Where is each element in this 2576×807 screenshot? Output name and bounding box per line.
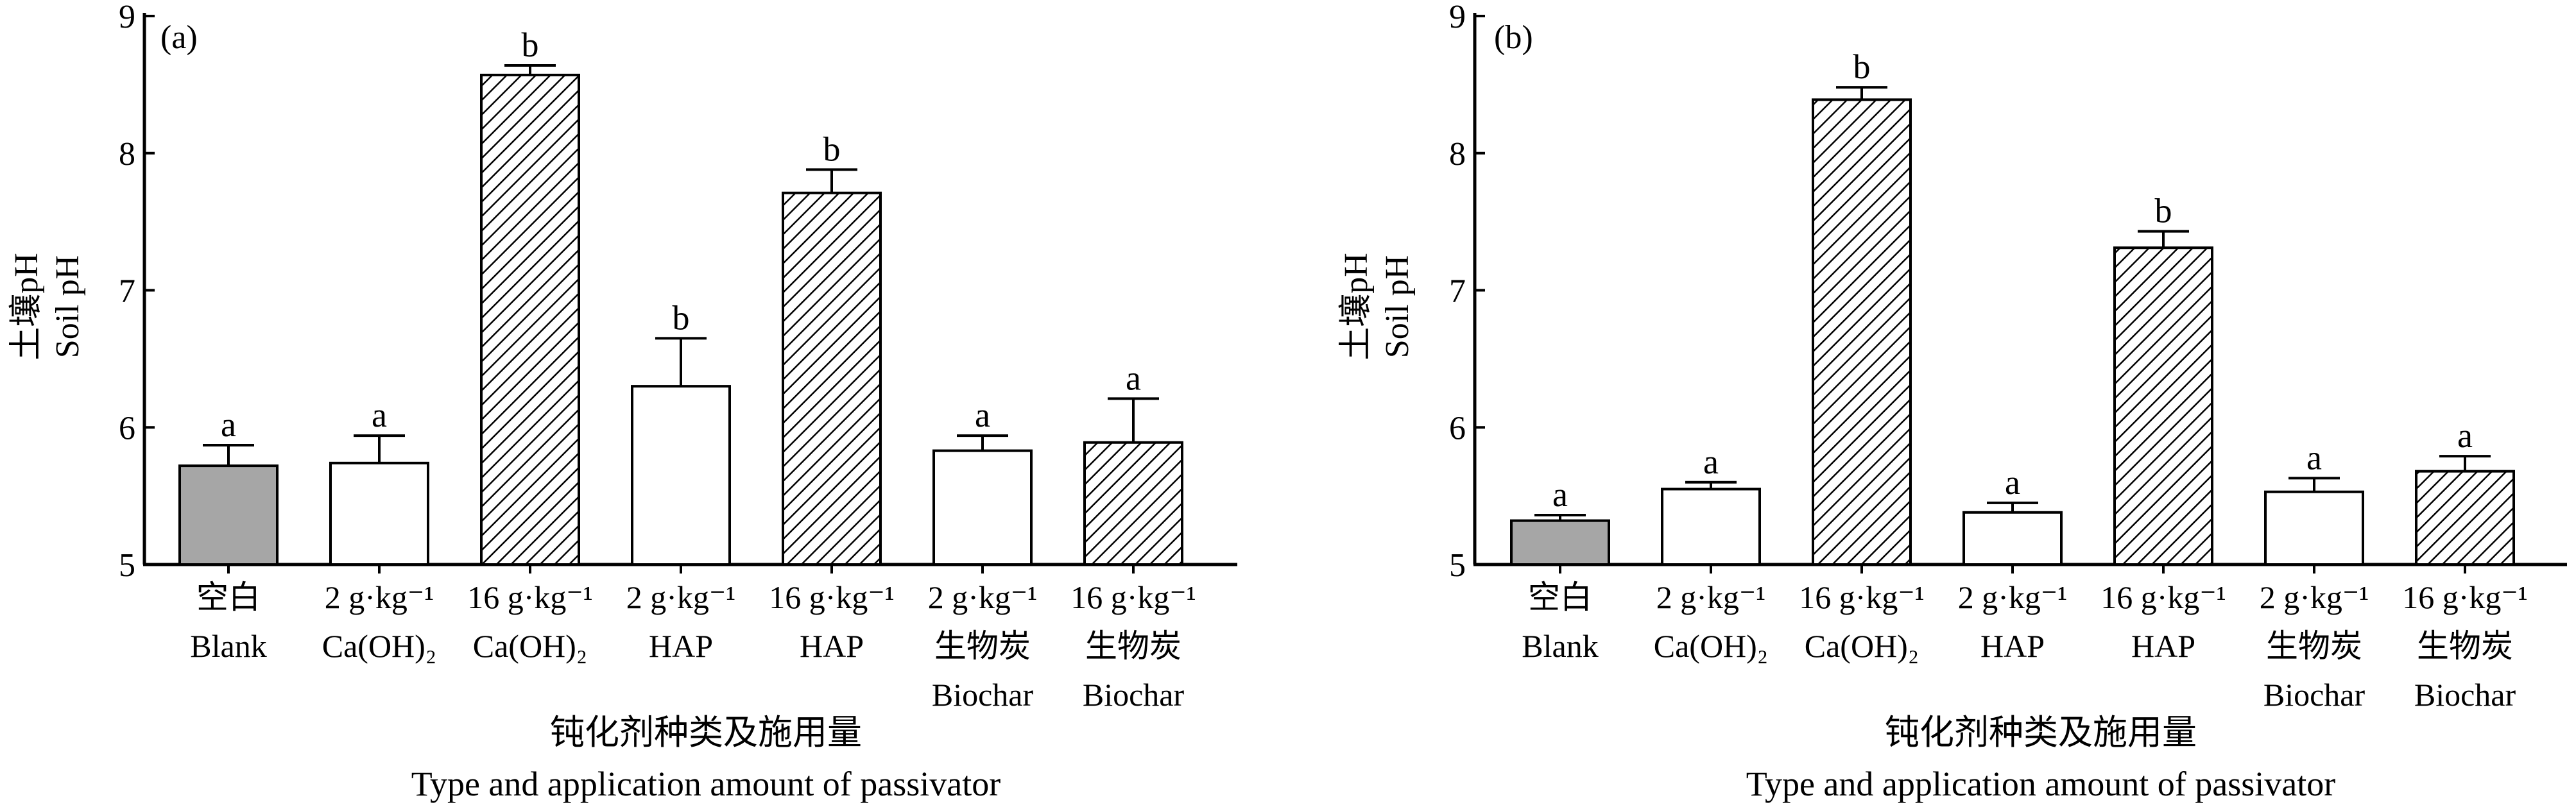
x-tick-label: 2 g·kg⁻¹ xyxy=(928,579,1038,615)
x-tick-label: 2 g·kg⁻¹ xyxy=(626,579,736,615)
y-tick-label: 7 xyxy=(119,273,135,310)
x-tick-label: Ca(OH)₂ xyxy=(1805,628,1919,664)
x-axis-title-chinese: 钝化剂种类及施用量 xyxy=(550,713,862,752)
y-tick-label: 7 xyxy=(1449,273,1466,310)
x-tick-label: 16 g·kg⁻¹ xyxy=(2402,579,2528,615)
bar xyxy=(932,449,1033,566)
y-tick-label: 9 xyxy=(1449,0,1466,35)
x-tick-label: Biochar xyxy=(2414,677,2516,713)
x-tick-label: 2 g·kg⁻¹ xyxy=(1656,579,1766,615)
y-tick-label: 5 xyxy=(1449,547,1466,584)
x-tick-label: 16 g·kg⁻¹ xyxy=(467,579,593,615)
significance-label: b xyxy=(673,298,690,337)
x-tick-label: 空白 xyxy=(196,579,261,615)
x-tick-label: 16 g·kg⁻¹ xyxy=(1070,579,1196,615)
x-tick-label: HAP xyxy=(800,628,864,664)
y-axis-label-english: Soil pH xyxy=(1379,255,1416,358)
bar xyxy=(178,464,279,566)
x-axis-title-chinese: 钝化剂种类及施用量 xyxy=(1885,713,2197,752)
x-tick-label: 生物炭 xyxy=(2266,628,2362,664)
x-tick-label: 16 g·kg⁻¹ xyxy=(2100,579,2226,615)
significance-label: a xyxy=(2005,463,2020,502)
y-tick-label: 6 xyxy=(119,410,135,446)
significance-label: a xyxy=(1552,475,1568,514)
x-tick-label: 2 g·kg⁻¹ xyxy=(2260,579,2369,615)
x-tick-label: HAP xyxy=(2131,628,2195,664)
y-tick-label: 9 xyxy=(119,0,135,35)
bar xyxy=(1661,488,1761,566)
significance-label: a xyxy=(1703,443,1719,481)
x-tick-label: 生物炭 xyxy=(1085,628,1181,664)
significance-label: a xyxy=(221,405,236,444)
bar xyxy=(1812,98,1912,566)
bar xyxy=(480,73,580,566)
x-axis-title-english: Type and application amount of passivato… xyxy=(411,765,1000,803)
x-tick-label: 生物炭 xyxy=(934,628,1031,664)
bar xyxy=(782,191,882,566)
x-tick-label: Biochar xyxy=(1083,677,1185,713)
x-tick-label: 2 g·kg⁻¹ xyxy=(325,579,434,615)
x-tick-label: Blank xyxy=(190,628,266,664)
panel-a: (a) 土壤pH Soil pH 钝化剂种类及施用量 Type and appl… xyxy=(8,0,1237,803)
bar xyxy=(1962,511,2063,566)
x-tick-label: HAP xyxy=(649,628,713,664)
y-axis-label-english: Soil pH xyxy=(49,255,86,358)
x-axis-title-english: Type and application amount of passivato… xyxy=(1746,765,2335,803)
significance-label: b xyxy=(522,26,539,64)
bar xyxy=(2113,246,2213,566)
significance-label: a xyxy=(372,396,387,434)
x-tick-label: 2 g·kg⁻¹ xyxy=(1958,579,2068,615)
significance-label: a xyxy=(975,396,990,434)
x-tick-label: Biochar xyxy=(932,677,1034,713)
x-tick-label: Ca(OH)₂ xyxy=(1654,628,1769,664)
panel-label: (a) xyxy=(160,19,198,56)
significance-label: b xyxy=(1853,47,1871,86)
x-tick-label: Blank xyxy=(1522,628,1598,664)
bar xyxy=(329,461,429,566)
y-tick-label: 8 xyxy=(1449,136,1466,173)
y-axis-label-chinese: 土壤pH xyxy=(8,253,45,361)
significance-label: b xyxy=(2155,192,2172,230)
bar xyxy=(2264,490,2364,566)
bar xyxy=(2415,470,2515,566)
y-tick-label: 8 xyxy=(119,136,135,173)
y-axis-label-chinese: 土壤pH xyxy=(1338,253,1375,361)
x-tick-label: 生物炭 xyxy=(2417,628,2513,664)
y-tick-label: 5 xyxy=(119,547,135,584)
bar xyxy=(1083,441,1183,566)
x-tick-label: 16 g·kg⁻¹ xyxy=(1799,579,1925,615)
bar xyxy=(1510,519,1610,566)
significance-label: a xyxy=(2457,416,2473,455)
significance-label: b xyxy=(823,130,841,168)
panel-b: (b) 土壤pH Soil pH 钝化剂种类及施用量 Type and appl… xyxy=(1338,0,2567,803)
significance-label: a xyxy=(1126,359,1141,397)
x-tick-label: Ca(OH)₂ xyxy=(322,628,437,664)
x-tick-label: HAP xyxy=(1980,628,2045,664)
x-tick-label: Biochar xyxy=(2263,677,2366,713)
x-tick-label: 16 g·kg⁻¹ xyxy=(769,579,895,615)
y-tick-label: 6 xyxy=(1449,410,1466,446)
panel-label: (b) xyxy=(1494,19,1533,56)
significance-label: a xyxy=(2306,438,2322,477)
x-tick-label: Ca(OH)₂ xyxy=(473,628,588,664)
x-tick-label: 空白 xyxy=(1528,579,1592,615)
bar xyxy=(631,385,731,566)
